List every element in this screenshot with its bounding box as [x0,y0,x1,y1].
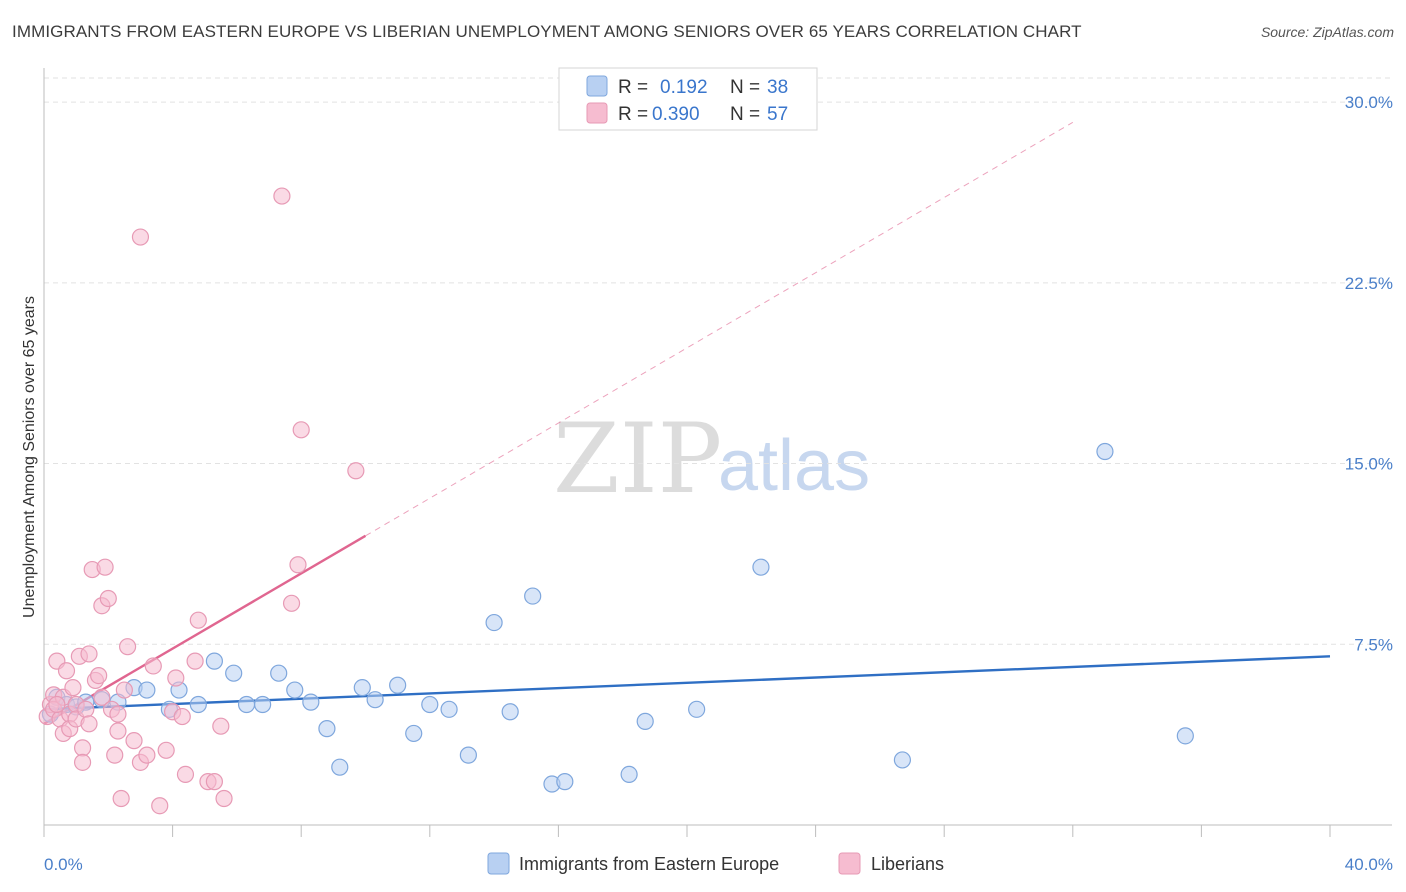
point-blue [636,712,654,730]
legend-r-value-1: 0.192 [660,77,708,98]
point-blue [286,681,304,699]
point-blue [485,613,503,632]
point-pink [96,558,114,576]
point-blue [138,681,156,699]
grid-lines [44,77,1392,645]
point-blue [225,664,243,682]
point-blue [318,720,336,738]
point-blue [1096,442,1114,461]
point-blue [405,724,423,743]
point-blue [620,765,638,783]
point-blue [524,587,542,605]
point-pink [64,679,82,697]
y-tick-label: 15.0% [1345,455,1393,474]
bottom-legend-label-pink: Liberians [871,854,944,874]
point-pink [99,589,117,608]
point-blue [688,700,706,718]
point-pink [176,765,195,783]
point-blue [459,746,477,764]
point-pink [212,717,230,735]
point-pink [80,645,98,663]
point-pink [273,187,291,205]
point-blue [752,558,770,576]
point-pink [125,732,143,750]
point-pink [106,746,124,764]
chart-title: IMMIGRANTS FROM EASTERN EUROPE VS LIBERI… [12,22,1082,41]
point-pink [167,669,185,687]
y-tick-label: 7.5% [1354,635,1393,654]
point-pink [173,707,191,726]
point-pink [292,421,310,439]
trend-extension-pink [365,121,1074,537]
point-pink [109,705,127,723]
point-pink [215,789,233,808]
point-pink [289,556,307,574]
point-blue [237,695,256,714]
point-pink [347,462,365,480]
point-pink [118,638,137,656]
point-pink [77,700,95,718]
point-blue [440,700,458,718]
trend-line-blue [43,655,1331,711]
y-tick-labels: 7.5% 15.0% 22.5% 30.0% [1345,93,1393,654]
watermark-zip: ZIP [553,403,722,515]
point-blue [501,703,519,721]
point-pink [73,753,92,771]
point-pink [90,666,108,685]
point-pink [189,611,207,629]
bottom-legend-swatch-pink [838,852,861,875]
point-pink [282,594,301,612]
legend-n-value-2: 57 [767,104,788,125]
legend: R = 0.192 N = 38 R = 0.390 N = 57 [558,67,818,131]
point-blue [421,695,439,714]
point-pink [112,789,130,808]
point-pink [205,773,223,791]
legend-swatch-blue [586,75,608,97]
legend-n-value-1: 38 [767,77,788,98]
point-blue [189,695,207,714]
bottom-legend-label-blue: Immigrants from Eastern Europe [519,854,779,874]
bottom-legend: Immigrants from Eastern Europe Liberians [487,852,944,875]
point-blue [556,773,574,791]
legend-swatch-pink [586,102,608,124]
point-blue [205,652,223,670]
legend-n-label-2: N = [730,104,760,125]
point-pink [80,715,98,733]
point-blue [270,664,288,682]
legend-r-value-2: 0.390 [652,104,700,125]
point-pink [115,681,133,699]
y-tick-label: 22.5% [1345,274,1393,293]
point-pink [48,695,66,714]
x-tick-label-max: 40.0% [1345,855,1393,874]
point-pink [144,657,162,675]
point-pink [138,746,156,764]
point-blue [302,693,320,711]
point-pink [186,652,204,670]
source-credit: Source: ZipAtlas.com [1260,24,1394,40]
point-blue [893,751,912,769]
point-blue [1176,727,1194,745]
legend-n-label-1: N = [730,77,760,98]
point-blue [254,695,272,714]
point-blue [366,691,384,709]
point-blue [389,676,407,694]
data-points [38,187,1194,815]
legend-r-label-1: R = [618,77,648,98]
watermark-atlas: atlas [718,426,870,506]
point-pink [157,741,175,759]
legend-r-label-2: R = [618,104,648,125]
y-tick-label: 30.0% [1345,93,1393,112]
point-blue [353,679,371,697]
point-pink [73,739,92,757]
y-axis-label: Unemployment Among Seniors over 65 years [21,296,38,618]
point-pink [151,797,169,815]
bottom-legend-swatch-blue [487,852,510,875]
point-blue [331,758,349,776]
point-pink [131,228,150,246]
point-pink [57,662,76,680]
x-tick-label-min: 0.0% [44,855,83,874]
point-pink [93,688,111,706]
point-pink [109,722,127,740]
